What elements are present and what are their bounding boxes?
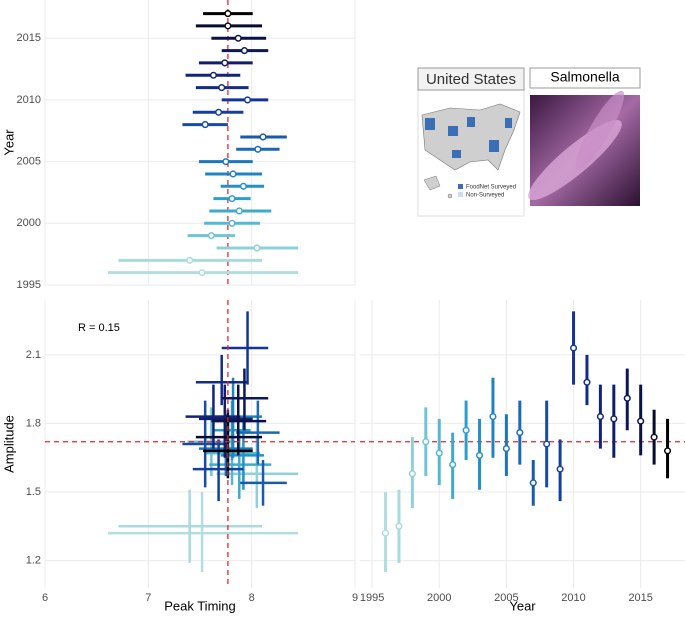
y-tick-label: 2010 — [17, 94, 41, 106]
point — [583, 378, 591, 386]
x-tick-label: 9 — [352, 592, 358, 604]
point — [218, 84, 226, 92]
state — [467, 117, 475, 127]
x-tick-label: 8 — [249, 592, 255, 604]
y-tick-label: 1.5 — [26, 486, 41, 498]
point — [228, 219, 236, 227]
map-title-box — [417, 67, 525, 91]
point — [543, 440, 551, 448]
panel: 1995 2000 2005 2010 2015 Year — [360, 300, 685, 613]
point — [235, 207, 243, 215]
point — [435, 449, 443, 457]
x-axis-label: Peak Timing — [164, 598, 236, 613]
point — [502, 445, 510, 453]
point — [240, 47, 248, 55]
point — [222, 158, 230, 166]
point — [215, 108, 223, 116]
point — [209, 71, 217, 79]
point — [207, 232, 215, 240]
point — [259, 133, 267, 141]
x-tick-label: 2005 — [494, 592, 518, 604]
y-tick-label: 1.2 — [26, 554, 41, 566]
y-tick-label: 2015 — [17, 32, 41, 44]
x-tick-label: 1995 — [360, 592, 384, 604]
point — [221, 59, 229, 67]
y-tick-label: 1.8 — [26, 417, 41, 429]
hawaii — [447, 193, 453, 199]
point — [422, 438, 430, 446]
point — [229, 170, 237, 178]
point — [234, 34, 242, 42]
legend-label: Non-Surveyed — [466, 193, 504, 199]
point — [529, 479, 537, 487]
point — [462, 426, 470, 434]
x-tick-label: 2015 — [628, 592, 652, 604]
x-tick-label: 7 — [145, 592, 151, 604]
y-tick-label: 2005 — [17, 156, 41, 168]
legend-swatch — [458, 184, 463, 189]
y-tick-label: 2.1 — [26, 349, 41, 361]
point — [596, 413, 604, 421]
x-tick-label: 2000 — [427, 592, 451, 604]
point — [516, 429, 524, 437]
point — [395, 522, 403, 530]
panel: 1995 2000 2005 2010 2015 Year — [1, 0, 356, 291]
inset: United States Salmonella — [417, 67, 641, 217]
x-tick-label: 6 — [42, 592, 48, 604]
point — [408, 470, 416, 478]
point — [201, 121, 209, 129]
point — [556, 465, 564, 473]
state — [489, 140, 499, 152]
point — [610, 415, 618, 423]
panel: 6 7 8 9 1.2 1.5 1.8 2.1 Peak Timing Amplitude R = … — [1, 300, 358, 613]
annotation: R = 0.15 — [78, 322, 120, 334]
point — [239, 182, 247, 190]
point — [224, 22, 232, 30]
bacterium — [575, 90, 625, 170]
point — [198, 269, 206, 277]
image-title-box — [529, 67, 641, 89]
point — [224, 10, 232, 18]
state — [448, 126, 458, 136]
y-axis-label: Year — [1, 129, 16, 156]
x-tick-label: 2010 — [561, 592, 585, 604]
y-tick-label: 1995 — [17, 279, 41, 291]
point — [475, 451, 484, 459]
point — [228, 195, 236, 203]
legend-label: FoodNet Surveyed — [466, 185, 516, 191]
point — [637, 417, 645, 425]
point — [449, 461, 457, 469]
y-axis-label: Amplitude — [1, 415, 16, 473]
image-title: Salmonella — [550, 69, 619, 85]
point — [381, 529, 390, 537]
point — [623, 394, 631, 402]
legend-swatch — [458, 192, 463, 197]
point — [663, 447, 672, 455]
y-tick-label: 2000 — [17, 217, 41, 229]
map-title: United States — [426, 71, 516, 88]
us-map — [421, 103, 521, 171]
point — [254, 145, 262, 153]
point — [243, 96, 252, 104]
point — [650, 433, 658, 441]
state — [452, 150, 461, 158]
point — [489, 413, 497, 421]
x-axis-label: Year — [509, 598, 536, 613]
point — [569, 344, 578, 352]
point — [186, 256, 194, 264]
point — [253, 244, 261, 252]
alaska — [423, 175, 441, 191]
state — [505, 118, 512, 128]
state — [425, 118, 435, 130]
